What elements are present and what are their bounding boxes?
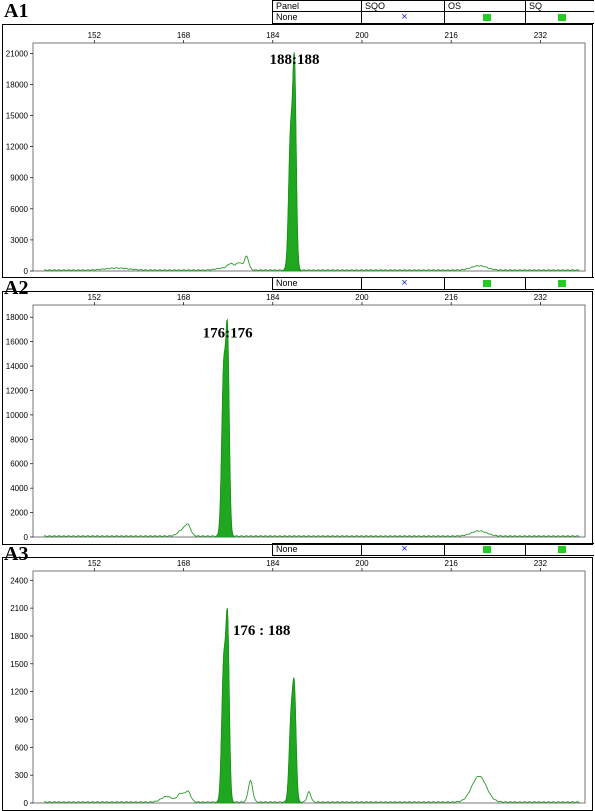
status-header-cell: OS (444, 1, 525, 12)
status-header-cell: SQ (525, 1, 594, 12)
sqo-fail-icon: × (361, 12, 444, 23)
panel-label: A1 (4, 0, 29, 22)
status-header-row: Panel SQO OS SQ (272, 0, 594, 12)
sq-pass-icon (525, 278, 594, 289)
panel-value: None (272, 278, 361, 289)
panel-header: A3 None × (0, 543, 595, 565)
panel-label: A2 (4, 277, 29, 299)
panel-label: A3 (4, 543, 29, 565)
chart-frame (2, 24, 593, 278)
panel-header: A2 None × (0, 277, 595, 299)
os-pass-icon (444, 544, 525, 555)
sq-pass-icon (525, 544, 594, 555)
sqo-fail-icon: × (361, 544, 444, 555)
status-value-row: None × (272, 543, 594, 556)
sqo-fail-icon: × (361, 278, 444, 289)
os-pass-icon (444, 12, 525, 23)
status-value-row: None × (272, 277, 594, 290)
panel-value: None (272, 12, 361, 23)
sq-pass-icon (525, 12, 594, 23)
chart-frame (2, 557, 593, 811)
os-pass-icon (444, 278, 525, 289)
chart-frame (2, 291, 593, 545)
status-value-row: None × (272, 11, 594, 24)
status-header-cell: SQO (361, 1, 444, 12)
panel-value: None (272, 544, 361, 555)
panel-header: A1 Panel SQO OS SQ None × (0, 0, 595, 24)
status-header-cell: Panel (272, 1, 361, 12)
